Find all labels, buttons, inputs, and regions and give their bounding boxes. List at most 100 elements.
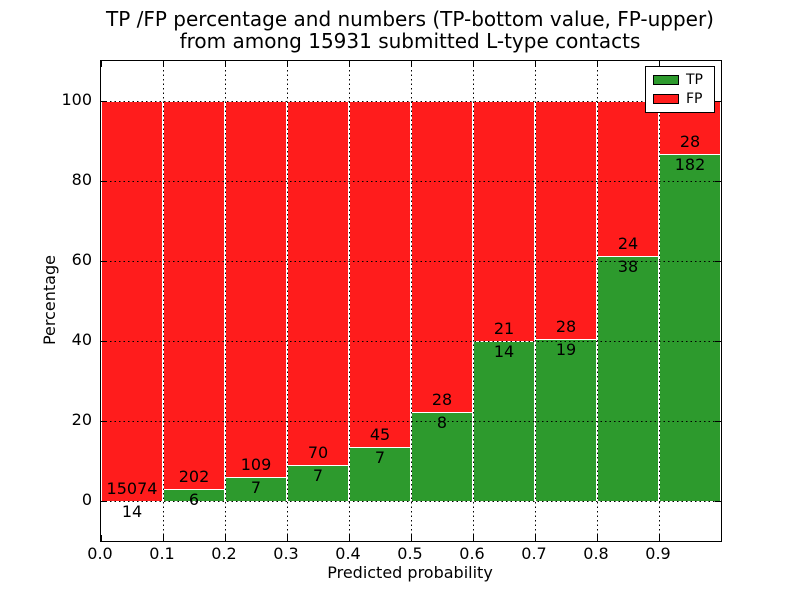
horizontal-gridline — [101, 341, 721, 342]
vertical-gridline — [535, 61, 536, 541]
x-axis-label: Predicted probability — [327, 563, 493, 582]
y-tick-mark — [715, 421, 721, 422]
legend-label-tp: TP — [686, 72, 703, 88]
fp-count-label: 15074 — [106, 478, 158, 498]
x-tick-mark — [659, 535, 660, 541]
y-tick-label: 80 — [71, 170, 92, 189]
x-tick-label: 0.6 — [459, 544, 485, 563]
y-tick-label: 60 — [71, 250, 92, 269]
x-tick-label: 0.0 — [87, 544, 113, 563]
fp-bar-segment — [349, 101, 411, 448]
x-tick-mark — [101, 535, 102, 541]
tp-count-label: 7 — [250, 477, 262, 497]
y-tick-mark — [715, 101, 721, 102]
tp-count-label: 182 — [674, 155, 706, 175]
x-tick-mark — [287, 535, 288, 541]
vertical-gridline — [659, 61, 660, 541]
x-tick-mark — [349, 535, 350, 541]
fp-count-label: 109 — [240, 454, 272, 474]
fp-count-label: 45 — [369, 425, 391, 445]
fp-bar-segment — [287, 101, 349, 465]
y-tick-label: 0 — [81, 490, 92, 509]
fp-count-label: 28 — [431, 390, 453, 410]
y-tick-label: 20 — [71, 410, 92, 429]
x-tick-mark — [473, 61, 474, 67]
legend-item-tp: TP — [646, 73, 714, 87]
y-tick-mark — [101, 261, 107, 262]
y-tick-mark — [715, 261, 721, 262]
chart-title-line2: from among 15931 submitted L-type contac… — [179, 29, 641, 53]
horizontal-gridline — [101, 421, 721, 422]
y-tick-mark — [101, 181, 107, 182]
x-tick-label: 0.5 — [397, 544, 423, 563]
fp-count-label: 24 — [617, 233, 639, 253]
x-tick-mark — [597, 535, 598, 541]
fp-bar-segment — [411, 101, 473, 413]
x-tick-mark — [473, 535, 474, 541]
x-tick-mark — [411, 535, 412, 541]
vertical-gridline — [597, 61, 598, 541]
tp-bar-segment — [225, 476, 287, 501]
x-tick-label: 0.2 — [211, 544, 237, 563]
legend-item-fp: FP — [646, 92, 714, 106]
x-tick-label: 0.7 — [521, 544, 547, 563]
vertical-gridline — [473, 61, 474, 541]
fp-bar-segment — [163, 101, 225, 490]
x-tick-mark — [411, 61, 412, 67]
tp-count-label: 8 — [436, 413, 448, 433]
x-tick-mark — [535, 61, 536, 67]
fp-bar-segment — [535, 101, 597, 340]
horizontal-gridline — [101, 101, 721, 102]
tp-count-label: 19 — [555, 340, 577, 360]
vertical-gridline — [225, 61, 226, 541]
y-tick-label: 100 — [61, 90, 92, 109]
tp-count-label: 7 — [312, 465, 324, 485]
y-tick-mark — [101, 501, 107, 502]
tp-count-label: 6 — [188, 490, 200, 510]
fp-bar-segment — [597, 101, 659, 256]
x-tick-label: 0.1 — [149, 544, 175, 563]
x-tick-label: 0.9 — [645, 544, 671, 563]
vertical-gridline — [349, 61, 350, 541]
vertical-gridline — [287, 61, 288, 541]
legend-label-fp: FP — [686, 91, 703, 107]
fp-count-label: 28 — [555, 317, 577, 337]
x-tick-mark — [287, 61, 288, 67]
y-tick-label: 40 — [71, 330, 92, 349]
vertical-gridline — [411, 61, 412, 541]
y-tick-mark — [101, 101, 107, 102]
horizontal-gridline — [101, 501, 721, 502]
x-tick-mark — [101, 61, 102, 67]
fp-swatch-icon — [653, 94, 679, 104]
y-tick-mark — [715, 181, 721, 182]
x-tick-label: 0.4 — [335, 544, 361, 563]
chart-plot-area: 15074 14 202 6 109 7 70 7 45 7 28 8 21 14 28 19 24 38 28 18… — [100, 60, 722, 542]
horizontal-gridline — [101, 261, 721, 262]
fp-bar-segment — [101, 101, 163, 501]
fp-count-label: 28 — [679, 132, 701, 152]
tp-count-label: 38 — [617, 256, 639, 276]
tp-bar-segment — [659, 154, 721, 501]
x-tick-mark — [163, 535, 164, 541]
y-tick-mark — [101, 341, 107, 342]
tp-count-label: 14 — [493, 342, 515, 361]
x-tick-mark — [659, 61, 660, 67]
y-tick-mark — [715, 341, 721, 342]
tp-bar-segment — [597, 255, 659, 501]
y-axis-label: Percentage — [40, 255, 59, 346]
tp-count-label: 7 — [374, 448, 386, 468]
tp-bar-segment — [411, 412, 473, 501]
x-tick-mark — [535, 535, 536, 541]
fp-bar-segment — [473, 101, 535, 341]
x-tick-mark — [225, 61, 226, 67]
x-tick-mark — [597, 61, 598, 67]
tp-count-label: 14 — [121, 501, 143, 521]
legend: TP FP — [645, 66, 715, 113]
chart-title-line1: TP /FP percentage and numbers (TP-bottom… — [106, 7, 714, 31]
tp-bar-segment — [287, 464, 349, 501]
y-tick-mark — [715, 501, 721, 502]
x-tick-mark — [225, 535, 226, 541]
tp-bar-segment — [349, 447, 411, 501]
x-tick-mark — [163, 61, 164, 67]
